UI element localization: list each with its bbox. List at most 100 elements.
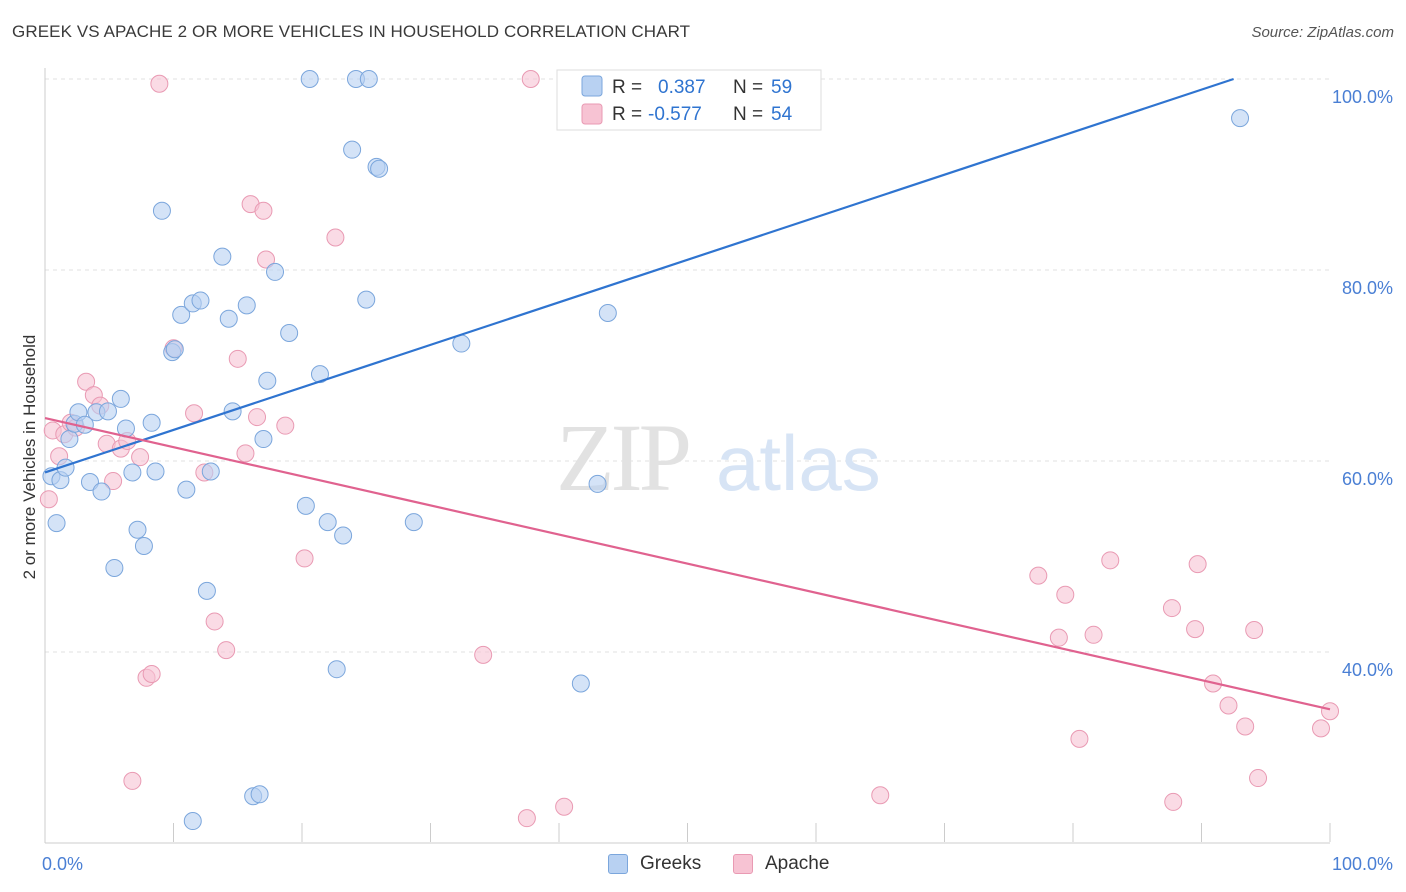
greek-point [327,660,346,679]
greek-point [152,201,171,220]
apache-point [254,201,273,220]
greek-point [280,324,299,343]
greek-point [571,674,590,693]
greek-point [172,305,191,324]
greek-point [296,496,315,515]
apache-point [871,786,890,805]
legend-apache: Apache [733,852,829,876]
trend-lines [44,77,1331,711]
greek-point [258,371,277,390]
apache-point [205,612,224,631]
greek-point [334,526,353,545]
watermark-zip: ZIP [556,404,689,511]
legend-greek-swatch [608,854,628,874]
greek-point [191,291,210,310]
greek-point [213,247,232,266]
grid-lines: 40.0% 60.0% 80.0% 100.0% [45,78,1393,680]
greek-point [134,536,153,555]
apache-point [1049,628,1068,647]
apache-point [517,809,536,828]
greek-point [404,513,423,532]
apache-point [295,549,314,568]
greek-point [318,513,337,532]
greek-point [266,262,285,281]
greek-point [237,296,256,315]
greek-point [183,812,202,831]
greek-point [165,340,184,359]
greek-point [300,70,319,88]
greek-point [370,159,389,178]
y-tick-label: 40.0% [1342,660,1393,680]
apache-point [1312,719,1331,738]
x-tick-label: 100.0% [1332,854,1393,874]
chart-title: GREEK VS APACHE 2 OR MORE VEHICLES IN HO… [12,22,691,41]
source-label: Source: ZipAtlas.com [1251,24,1394,41]
stats-box: R = 0.387 N = 59 R = -0.577 N = 54 [556,69,822,131]
apache-n-value: 54 [771,104,793,125]
apache-point [1249,769,1268,788]
greek-point [60,430,79,449]
greek-point [80,473,99,492]
apache-point [1029,566,1048,585]
apache-point [1056,585,1075,604]
greek-point [146,462,165,481]
apache-point [39,490,58,509]
apache-point [521,70,540,88]
apache-point [1084,625,1103,644]
greek-r-label: R = [612,77,642,98]
apache-point [123,771,142,790]
apache-point [1321,702,1339,721]
greek-point [111,389,130,408]
apache-points [39,70,1339,828]
greek-point [128,520,147,539]
greek-point [359,70,378,88]
apache-point [236,444,255,463]
greek-point [357,290,376,309]
greek-point [197,581,216,600]
axes: 0.0% 100.0% [42,68,1393,874]
greek-point [219,309,238,328]
apache-point [104,472,123,491]
apache-point [77,372,96,391]
legend-apache-swatch [733,854,753,874]
legend-apache-label: Apache [765,853,830,874]
greek-point [598,303,617,322]
apache-point [1188,555,1207,574]
greek-point [98,402,117,421]
apache-point [555,797,574,816]
apache-point [228,349,247,368]
x-tick-label: 0.0% [42,854,83,874]
apache-point [217,641,236,660]
greek-trend-line [44,77,1234,474]
apache-point [1164,792,1183,811]
greek-point [92,482,111,501]
apache-r-value: -0.577 [648,104,702,125]
greek-n-value: 59 [771,77,792,98]
y-tick-label: 80.0% [1342,278,1393,298]
apache-trend-line [44,416,1331,711]
greek-points [42,70,1250,831]
greek-point [201,462,220,481]
apache-stats-swatch [581,103,603,125]
apache-point [1162,599,1181,618]
apache-point [276,416,295,435]
y-tick-label: 100.0% [1332,87,1393,107]
apache-point [1236,717,1255,736]
apache-point [142,664,161,683]
apache-point [1186,620,1205,639]
apache-point [150,74,169,93]
y-axis-label: 2 or more Vehicles in Household [20,335,39,580]
greek-point [47,514,66,533]
apache-point [1101,551,1120,570]
apache-point [1245,621,1264,640]
apache-point [1070,729,1089,748]
greek-point [310,365,329,384]
greek-r-value: 0.387 [658,77,706,98]
legend-greek-label: Greeks [640,853,702,874]
greek-stats-swatch [581,75,603,97]
apache-point [248,408,267,427]
greek-n-label: N = [733,77,763,98]
apache-point [1219,696,1238,715]
greek-point [177,480,196,499]
